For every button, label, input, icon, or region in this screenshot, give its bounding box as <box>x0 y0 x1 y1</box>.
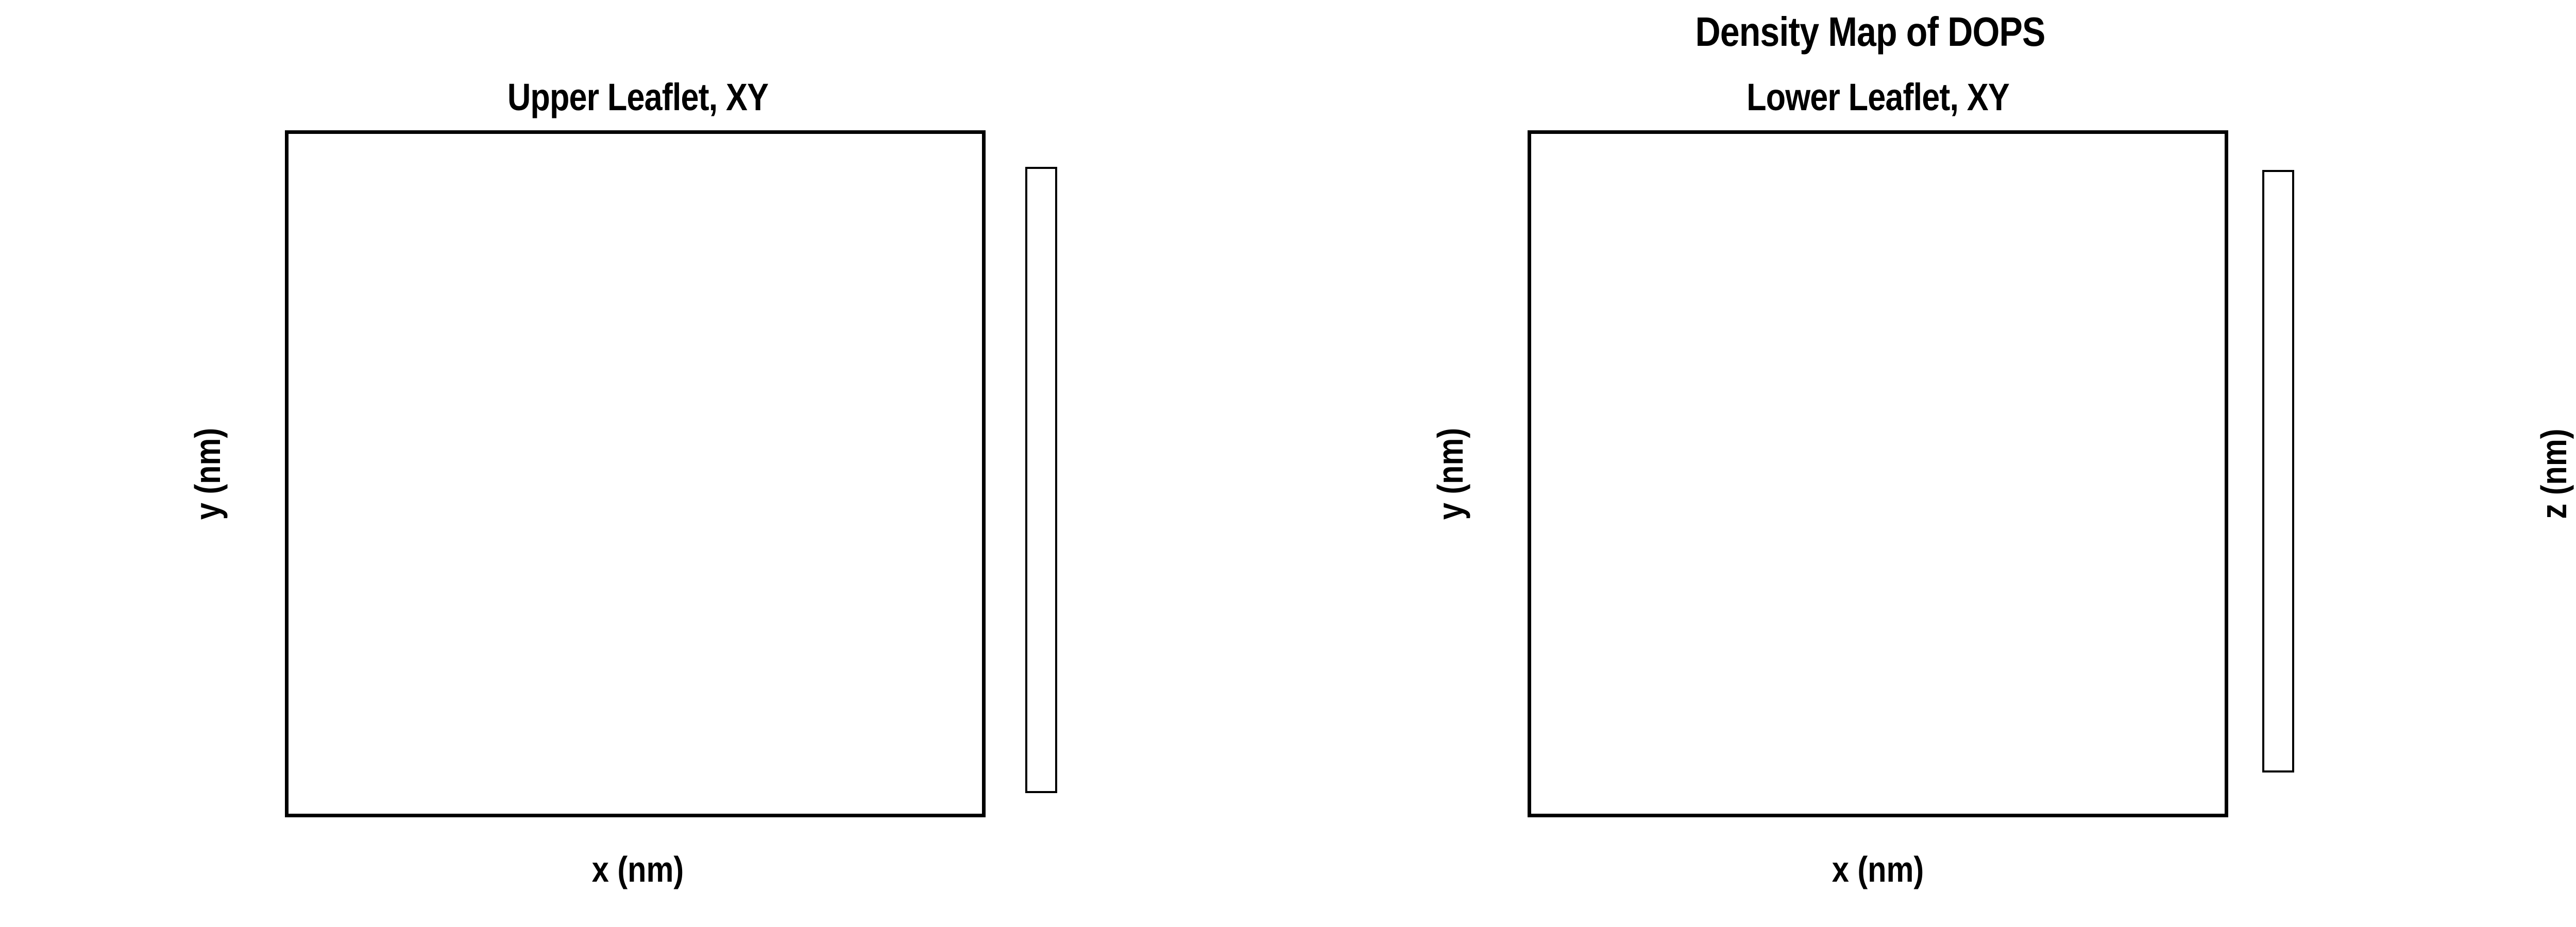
colorbar-lower-leaflet <box>2262 170 2294 772</box>
heatmap-lower-leaflet <box>1528 130 2228 817</box>
colorbar-upper-leaflet <box>1025 167 1057 793</box>
panel-title: Upper Leaflet, XY <box>507 76 769 118</box>
heatmap-canvas-upper-leaflet <box>289 134 982 814</box>
x-axis-label: x (nm) <box>591 849 684 889</box>
x-axis-label: x (nm) <box>1832 849 1924 889</box>
heatmap-canvas-lower-leaflet <box>1531 134 2225 814</box>
heatmap-upper-leaflet <box>285 130 986 817</box>
y-axis-label: z (nm) <box>2534 428 2574 519</box>
y-axis-label: y (nm) <box>1430 427 1470 520</box>
panel-title: Lower Leaflet, XY <box>1747 76 2010 118</box>
figure-suptitle: Density Map of DOPS <box>1695 9 2045 55</box>
y-axis-label: y (nm) <box>188 427 228 520</box>
